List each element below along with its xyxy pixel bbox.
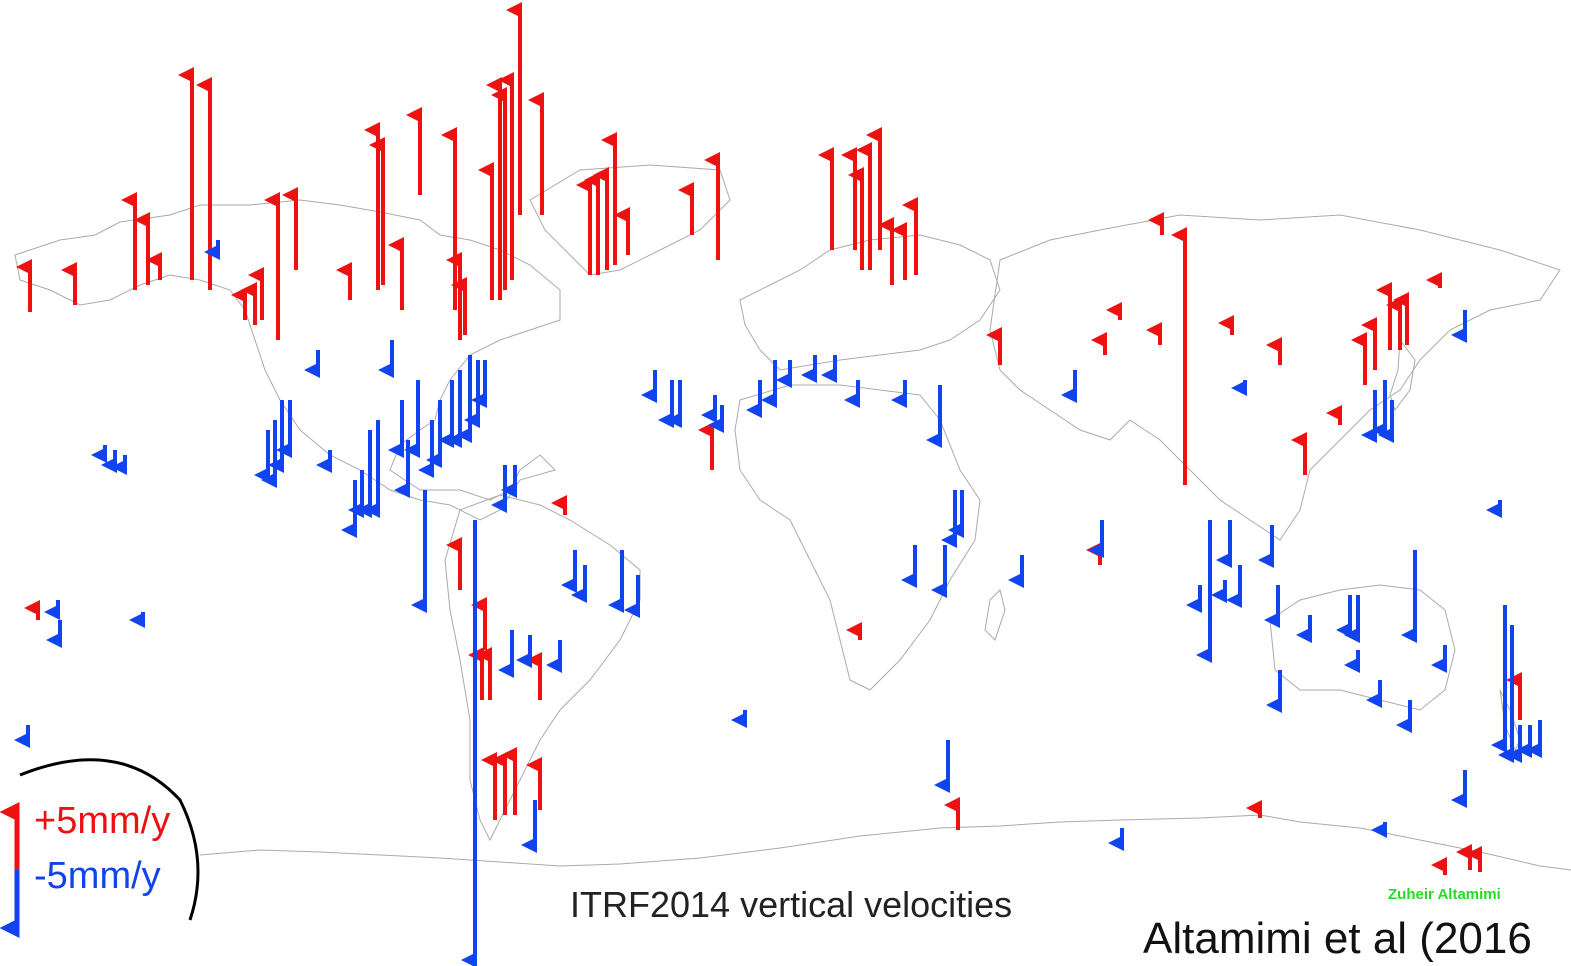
coast-africa bbox=[734, 384, 981, 691]
velocity-arrows bbox=[14, 2, 1542, 966]
author-credit: Zuheir Altamimi bbox=[1388, 886, 1501, 903]
map-title: ITRF2014 vertical velocities bbox=[570, 884, 1013, 925]
legend bbox=[0, 758, 200, 938]
coast-asia bbox=[989, 214, 1561, 541]
coast-south-america bbox=[444, 494, 641, 842]
coast-antarctica bbox=[199, 814, 1571, 871]
coast-japan bbox=[1389, 338, 1416, 412]
coast-greenland bbox=[529, 164, 731, 276]
legend-down-label: -5mm/y bbox=[34, 855, 161, 897]
coastlines bbox=[14, 164, 1571, 871]
citation: Altamimi et al (2016 bbox=[1143, 914, 1532, 963]
legend-up-label: +5mm/y bbox=[34, 800, 171, 842]
legend-arc bbox=[19, 758, 200, 921]
coast-australia bbox=[1269, 584, 1456, 711]
coast-madagascar bbox=[984, 589, 1006, 641]
